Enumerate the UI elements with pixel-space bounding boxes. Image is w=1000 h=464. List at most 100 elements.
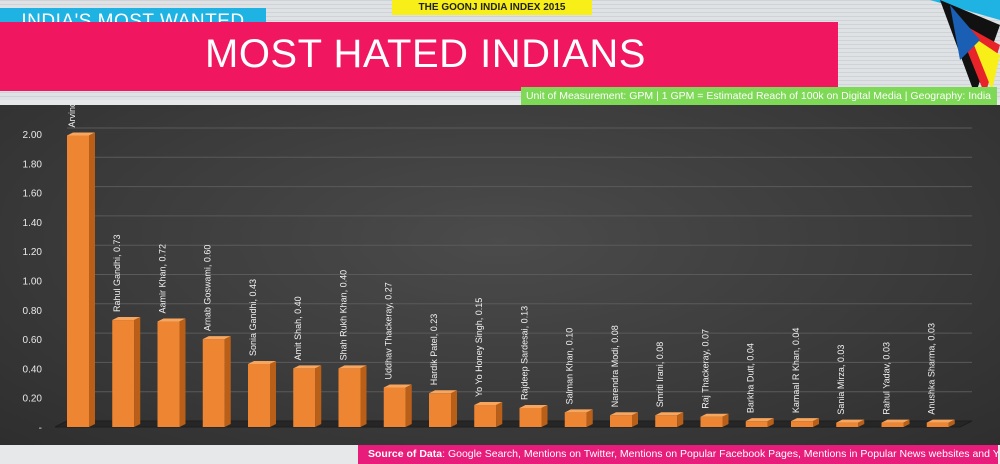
bar-side (722, 413, 729, 427)
bar-side (89, 132, 95, 427)
bar-label: Raj Thackeray, 0.07 (701, 329, 711, 409)
bar-top (429, 390, 457, 394)
bar-label: Barkha Dutt, 0.04 (746, 343, 756, 413)
bar-front (157, 321, 180, 427)
bar-label: Uddhav Thackeray, 0.27 (384, 282, 394, 379)
bar (429, 390, 457, 427)
bar-top (112, 317, 141, 321)
bar (157, 318, 186, 427)
page-title: MOST HATED INDIANS (205, 32, 646, 76)
bar-top (745, 418, 774, 422)
chart-floor (54, 420, 973, 428)
bar-side (134, 317, 141, 427)
bar-label: Sania Mirza, 0.03 (836, 345, 846, 415)
bar-front (700, 416, 723, 427)
bar (293, 365, 322, 427)
bar-side (677, 412, 684, 427)
bar-front (202, 339, 225, 427)
y-tick-label: 1.20 (23, 247, 43, 258)
bar-top (610, 412, 638, 416)
title-banner (0, 22, 838, 91)
bar-front (881, 422, 904, 427)
bar-label: Yo Yo Honey Singh, 0.15 (474, 298, 484, 397)
bar-front (293, 368, 316, 427)
bar-side (858, 419, 865, 427)
bar-top (383, 384, 412, 388)
bar (112, 317, 141, 427)
bars (67, 132, 955, 427)
bar (610, 412, 638, 427)
bar-label: Aamir Khan, 0.72 (158, 244, 168, 314)
bar-side (496, 402, 503, 427)
bar-front (429, 393, 451, 427)
bar-side (541, 404, 548, 427)
bar-label: Anushka Sharma, 0.03 (927, 323, 937, 415)
bar-front (745, 421, 768, 427)
chart-panel: Arvind Kejriwal, 1.99 Rahul Gandhi, 0.73 A… (0, 45, 1000, 445)
bar-top (157, 318, 186, 322)
bar-label: Rajdeep Sardesai, 0.13 (520, 306, 530, 400)
bar-label: Arvind Kejriwal, 1.99 (67, 105, 77, 127)
bar (519, 404, 548, 427)
bar (655, 412, 684, 427)
bar-label: Rahul Yadav, 0.03 (882, 342, 892, 415)
bar-top (564, 409, 593, 413)
source-of-data: Source of Data: Google Search, Mentions … (358, 445, 998, 464)
y-tick-label: 0.80 (23, 306, 43, 317)
y-tick-label: 0.20 (23, 394, 43, 405)
bar (383, 384, 412, 427)
bar (926, 419, 955, 427)
y-tick-label: 1.00 (23, 277, 43, 288)
y-tick-label: 1.40 (23, 218, 43, 229)
bar-top (293, 365, 322, 369)
bar (700, 413, 729, 427)
index-label: THE GOONJ INDIA INDEX 2015 (392, 0, 592, 15)
y-tick-label: 0.60 (23, 335, 43, 346)
bar-front (67, 135, 89, 427)
source-label: Source of Data (368, 448, 443, 460)
bar-side (360, 365, 367, 427)
bar-label: Arnab Goswami, 0.60 (203, 245, 213, 332)
bar (248, 361, 276, 427)
bar-front (926, 422, 949, 427)
bar-side (948, 419, 955, 427)
bar-top (881, 419, 910, 423)
bar-top (338, 365, 367, 369)
corner-logo-icon (930, 0, 1000, 95)
bar-front (383, 387, 406, 427)
bar-front (519, 407, 542, 427)
bar-side (270, 361, 276, 427)
bar-top (700, 413, 729, 417)
bar-top (926, 419, 955, 423)
bar (564, 409, 593, 427)
bar-side (813, 418, 819, 427)
bar-front (655, 415, 678, 427)
bar-top (655, 412, 684, 416)
bar-side (767, 418, 774, 427)
bar (338, 365, 367, 427)
bar-label: Smriti Irani, 0.08 (655, 342, 665, 408)
bar (67, 132, 95, 427)
y-tick-label: 2.00 (23, 130, 43, 141)
bar-side (451, 390, 457, 427)
bar-label: Sonia Gandhi, 0.43 (248, 279, 258, 356)
bar-side (632, 412, 638, 427)
bar-side (315, 365, 322, 427)
y-tick-label: 0.40 (23, 364, 43, 375)
bar-front (791, 421, 813, 427)
bar (202, 336, 231, 427)
bar-top (202, 336, 231, 340)
bar-label: Shah Rukh Khan, 0.40 (339, 270, 349, 361)
bar-side (405, 384, 412, 427)
bar-label: Amit Shah, 0.40 (293, 296, 303, 360)
bar-top (474, 402, 503, 406)
bar-label: Narendra Modi, 0.08 (610, 325, 620, 407)
y-tick-label: 1.80 (23, 159, 43, 170)
bar-front (248, 364, 270, 427)
bar-side (179, 318, 186, 427)
bar-front (564, 412, 587, 427)
floor-plane (54, 420, 973, 428)
bar-label: Rahul Gandhi, 0.73 (112, 234, 122, 312)
bar (836, 419, 865, 427)
bar (791, 418, 819, 427)
